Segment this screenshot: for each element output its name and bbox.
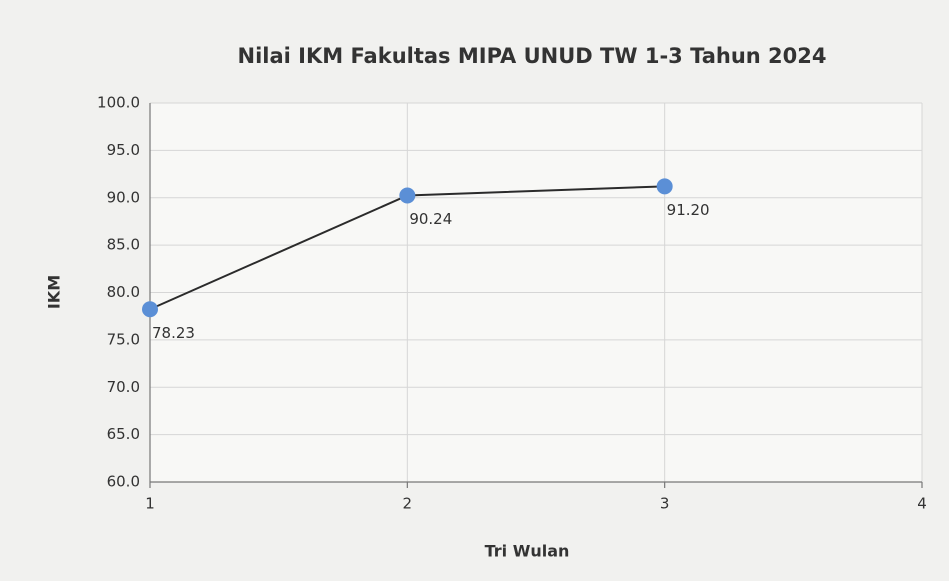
x-axis-label: Tri Wulan	[485, 542, 570, 561]
y-tick-label: 90.0	[107, 188, 140, 206]
y-tick-label: 95.0	[107, 141, 140, 159]
x-tick-label: 4	[917, 495, 927, 513]
y-tick-label: 100.0	[97, 94, 140, 112]
data-label: 90.24	[409, 210, 452, 228]
data-label: 78.23	[152, 324, 195, 342]
y-tick-label: 60.0	[107, 473, 140, 491]
y-tick-label: 80.0	[107, 283, 140, 301]
data-point	[656, 178, 673, 195]
y-tick-label: 70.0	[107, 378, 140, 396]
x-tick-label: 3	[660, 495, 670, 513]
y-tick-label: 65.0	[107, 425, 140, 443]
x-tick-label: 2	[403, 495, 413, 513]
y-axis-label: IKM	[45, 275, 64, 309]
chart-title: Nilai IKM Fakultas MIPA UNUD TW 1-3 Tahu…	[238, 44, 827, 68]
data-label: 91.20	[667, 201, 710, 219]
y-tick-label: 85.0	[107, 236, 140, 254]
x-tick-label: 1	[145, 495, 155, 513]
y-tick-label: 75.0	[107, 330, 140, 348]
data-point	[399, 187, 416, 204]
data-point	[142, 301, 158, 318]
